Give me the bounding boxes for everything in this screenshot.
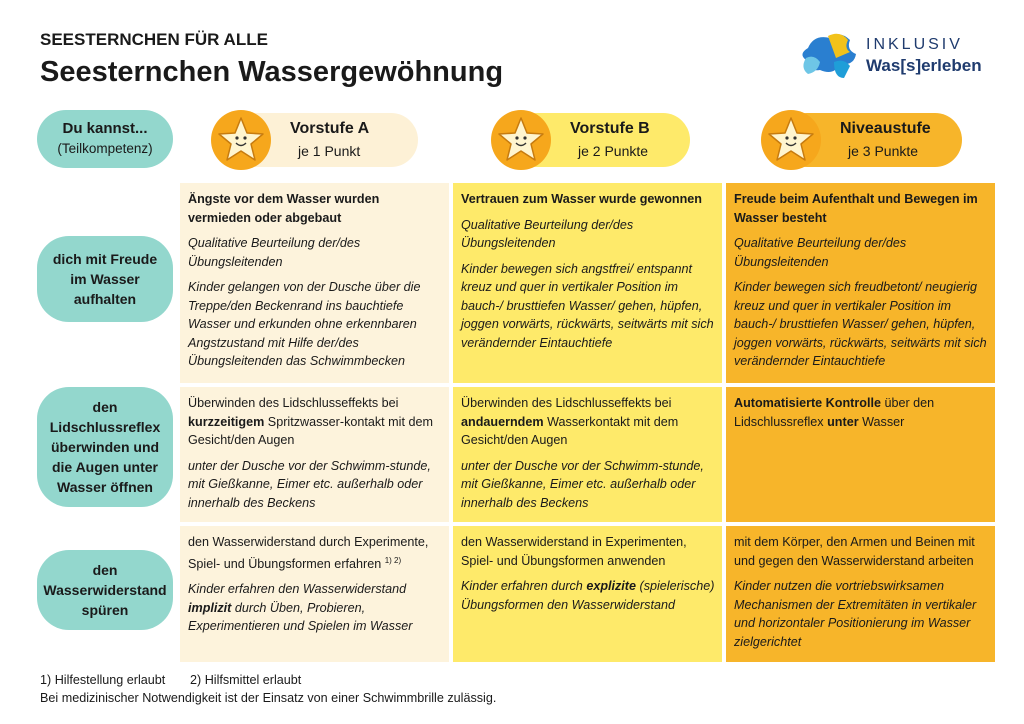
row-label: dich mit Freude im Wasser aufhalten [52, 251, 158, 307]
paragraph: den Wasserwiderstand durch Experimente, … [188, 533, 442, 573]
text-run: den Wasserwiderstand in Experimenten, Sp… [461, 535, 687, 568]
level-title: Vorstufe A [290, 120, 370, 137]
kicker: SEESTERNCHEN FÜR ALLE [40, 30, 268, 49]
row-label: den Wasserwiderstand spüren [43, 562, 167, 618]
bold-run: Automatisierte Kontrolle [734, 396, 881, 410]
level-title: Vorstufe B [570, 120, 650, 137]
row-label-pill: den Wasserwiderstand spüren [37, 550, 173, 630]
paragraph: Überwinden des Lidschlusseffekts bei and… [461, 394, 715, 450]
cell: den Wasserwiderstand in Experimenten, Sp… [453, 526, 722, 662]
paragraph: Kinder bewegen sich angstfrei/ entspannt… [461, 260, 715, 353]
cell: Automatisierte Kontrolle über den Lidsch… [726, 387, 995, 522]
paragraph: Freude beim Aufenthalt und Bewegen im Wa… [734, 190, 988, 227]
text-run: Kinder nutzen die vortriebswirksamen Mec… [734, 579, 977, 649]
paragraph: den Wasserwiderstand in Experimenten, Sp… [461, 533, 715, 570]
cell: Überwinden des Lidschlusseffekts bei kur… [180, 387, 449, 522]
text-run: Überwinden des Lidschlusseffekts bei [188, 396, 399, 410]
paragraph: mit dem Körper, den Armen und Beinen mit… [734, 533, 988, 570]
star-icon [211, 110, 271, 170]
text-run: Kinder bewegen sich freudbetont/ neugier… [734, 280, 987, 368]
paragraph: Automatisierte Kontrolle über den Lidsch… [734, 394, 988, 431]
star-badge [760, 109, 822, 176]
text-run: Vertrauen zum Wasser wurde gewonnen [461, 192, 702, 206]
text-run: Wasserkontakt mit dem Gesicht/den Augen [461, 414, 679, 448]
text-run: Spritzwasser-kontakt mit dem Gesicht/den… [188, 414, 433, 448]
text-run: Ängste vor dem Wasser wurden vermieden o… [188, 192, 380, 225]
level-points: je 1 Punkt [298, 143, 361, 159]
star-icon [761, 110, 821, 170]
level-points: je 3 Punkte [848, 143, 919, 159]
paragraph: unter der Dusche vor der Schwimm-stunde,… [461, 457, 715, 513]
paragraph: Qualitative Beurteilung der/des Übungsle… [188, 234, 442, 271]
paragraph: Vertrauen zum Wasser wurde gewonnen [461, 190, 715, 209]
text-run: Wasser [858, 414, 905, 429]
text-run: Kinder gelangen von der Dusche über die … [188, 280, 421, 368]
text-run: den Wasserwiderstand durch Experimente, … [188, 535, 429, 571]
corner-title: Du kannst... [62, 120, 148, 137]
text-run: unter der Dusche vor der Schwimm-stunde,… [461, 458, 704, 510]
paragraph: Ängste vor dem Wasser wurden vermieden o… [188, 190, 442, 227]
text-run: Kinder bewegen sich angstfrei/ entspannt… [461, 261, 714, 350]
text-run: (spielerische) Übungsformen den Wasserwi… [461, 579, 715, 612]
logo-line1: INKLUSIV [866, 36, 963, 53]
level-title: Niveaustufe [840, 120, 931, 137]
text-run: Qualitative Beurteilung der/des Übungsle… [734, 236, 907, 269]
corner-pill: Du kannst... (Teilkompetenz) [37, 110, 173, 168]
star-badge [490, 109, 552, 176]
bold-run: andauerndem [461, 414, 544, 429]
paragraph: unter der Dusche vor der Schwimm-stunde,… [188, 457, 442, 513]
text-run: Freude beim Aufenthalt und Bewegen im Wa… [734, 192, 978, 225]
text-run: Kinder erfahren den Wasserwiderstand [188, 582, 407, 597]
paragraph: Kinder erfahren durch explizite (spieler… [461, 577, 715, 614]
text-run: unter der Dusche vor der Schwimm-stunde,… [188, 458, 431, 510]
paragraph: Qualitative Beurteilung der/des Übungsle… [734, 234, 988, 271]
text-run: Überwinden des Lidschlusseffekts bei [461, 396, 672, 410]
paragraph: Überwinden des Lidschlusseffekts bei kur… [188, 394, 442, 450]
cell: mit dem Körper, den Armen und Beinen mit… [726, 526, 995, 662]
level-points: je 2 Punkte [578, 143, 649, 159]
row-label-pill: den Lidschlussreflex überwinden und die … [37, 387, 173, 507]
footnote: Bei medizinischer Notwendigkeit ist der … [40, 691, 497, 705]
star-badge [210, 109, 272, 176]
bold-run: implizit [188, 600, 232, 615]
footnote: 1) Hilfestellung erlaubt [40, 673, 166, 687]
bold-run: explizite [586, 579, 637, 593]
cell: Freude beim Aufenthalt und Bewegen im Wa… [726, 183, 995, 383]
text-run: durch Üben, Probieren, Experimentieren u… [188, 600, 413, 634]
footnote: 2) Hilfsmittel erlaubt [190, 673, 302, 687]
text-run: Qualitative Beurteilung der/des Übungsle… [188, 236, 361, 269]
paragraph: Kinder bewegen sich freudbetont/ neugier… [734, 278, 988, 371]
paragraph: Kinder erfahren den Wasserwiderstand imp… [188, 580, 442, 636]
corner-subtitle: (Teilkompetenz) [57, 141, 153, 156]
title: Seesternchen Wassergewöhnung [40, 56, 504, 88]
paragraph: Kinder gelangen von der Dusche über die … [188, 278, 442, 371]
bold-run: kurzzeitigem [188, 414, 265, 429]
paragraph: Qualitative Beurteilung der/des Übungsle… [461, 216, 715, 253]
cell: Ängste vor dem Wasser wurden vermieden o… [180, 183, 449, 383]
text-run: mit dem Körper, den Armen und Beinen mit… [734, 535, 975, 568]
paragraph: Kinder nutzen die vortriebswirksamen Mec… [734, 577, 988, 651]
footnote-ref: 1) 2) [384, 555, 402, 565]
cell: Vertrauen zum Wasser wurde gewonnen Quali… [453, 183, 722, 383]
bold-run: unter [827, 414, 859, 429]
cell: Überwinden des Lidschlusseffekts bei and… [453, 387, 722, 522]
star-icon [491, 110, 551, 170]
row-label: den Lidschlussreflex überwinden und die … [49, 399, 161, 495]
logo-line2: Was[s]erleben [866, 56, 982, 75]
text-run: Kinder erfahren durch [461, 579, 587, 593]
text-run: Qualitative Beurteilung der/des Übungsle… [461, 217, 634, 251]
cell: den Wasserwiderstand durch Experimente, … [180, 526, 449, 662]
logo-icon [802, 33, 856, 78]
row-label-pill: dich mit Freude im Wasser aufhalten [37, 236, 173, 322]
text-run: über den Lidschlussreflex [734, 396, 935, 429]
